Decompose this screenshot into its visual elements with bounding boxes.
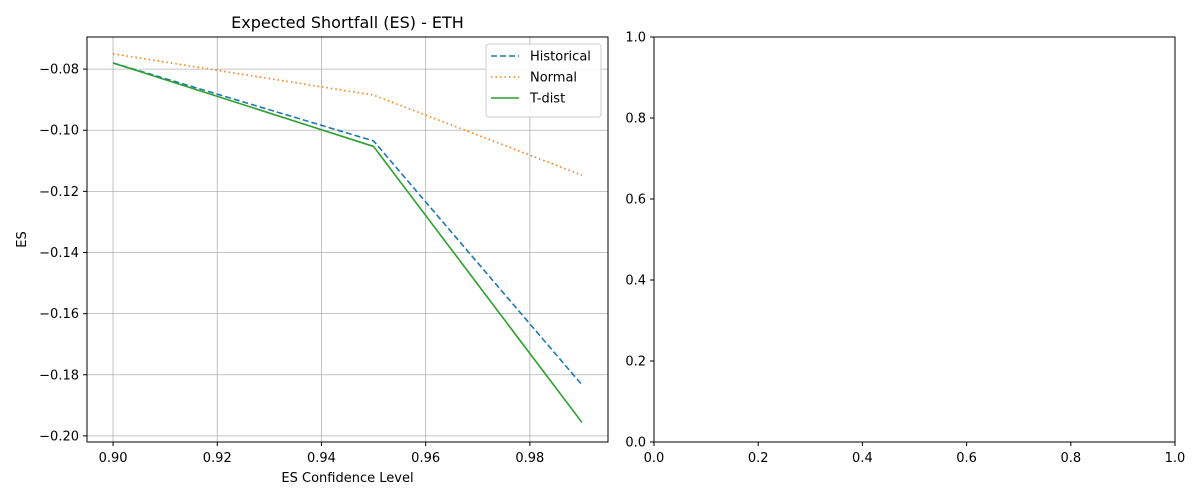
y-ticks: −0.08 −0.10 −0.12 −0.14 −0.16 −0.18 −0.20 <box>39 63 87 444</box>
y-ticks: 0.0 0.2 0.4 0.6 0.8 1.0 <box>625 31 654 451</box>
x-tick-label: 0.2 <box>748 451 769 466</box>
x-axis-label: ES Confidence Level <box>281 471 413 486</box>
x-tick-label: 0.90 <box>99 451 128 466</box>
y-tick-label: 0.8 <box>625 112 646 127</box>
plot-frame <box>653 36 1176 443</box>
x-tick-label: 0.96 <box>411 451 440 466</box>
x-tick-label: 1.0 <box>1165 451 1186 466</box>
y-tick-label: 0.6 <box>625 193 646 208</box>
y-tick-label: −0.18 <box>39 368 79 383</box>
series-lines <box>112 53 583 423</box>
x-tick-label: 0.94 <box>307 451 336 466</box>
x-ticks: 0.0 0.2 0.4 0.6 0.8 1.0 <box>644 442 1186 466</box>
chart-title: Expected Shortfall (ES) - ETH <box>231 13 464 32</box>
legend: Historical Normal T-dist <box>485 43 602 118</box>
legend-entry: Normal <box>530 71 577 86</box>
x-tick-label: 0.92 <box>203 451 232 466</box>
plot-frame <box>86 36 609 443</box>
y-tick-label: 0.2 <box>625 355 646 370</box>
y-axis-label: ES <box>15 231 30 247</box>
series-line-historical <box>112 62 583 386</box>
y-tick-label: −0.14 <box>39 246 79 261</box>
y-tick-label: 0.4 <box>625 274 646 289</box>
x-tick-label: 0.4 <box>852 451 873 466</box>
x-tick-label: 0.98 <box>515 451 544 466</box>
x-tick-label: 0.8 <box>1060 451 1081 466</box>
y-tick-label: −0.12 <box>39 185 79 200</box>
y-tick-label: 0.0 <box>625 436 646 451</box>
legend-entry: T-dist <box>529 92 565 107</box>
y-tick-label: −0.08 <box>39 63 79 78</box>
y-tick-label: −0.20 <box>39 429 79 444</box>
empty-chart: 0.0 0.2 0.4 0.6 0.8 1.0 0.0 0.2 0.4 0.6 0.8 1.0 <box>625 31 1185 467</box>
series-line-t-dist <box>112 62 583 423</box>
es-chart: 0.90 0.92 0.94 0.96 0.98 −0.08 −0.10 −0.12 −0.1… <box>15 13 609 486</box>
x-tick-label: 0.6 <box>956 451 977 466</box>
x-ticks: 0.90 0.92 0.94 0.96 0.98 <box>99 442 544 466</box>
y-tick-label: −0.16 <box>39 307 79 322</box>
legend-entry: Historical <box>530 50 591 65</box>
y-tick-label: −0.10 <box>39 124 79 139</box>
x-tick-label: 0.0 <box>644 451 665 466</box>
y-tick-label: 1.0 <box>625 31 646 46</box>
